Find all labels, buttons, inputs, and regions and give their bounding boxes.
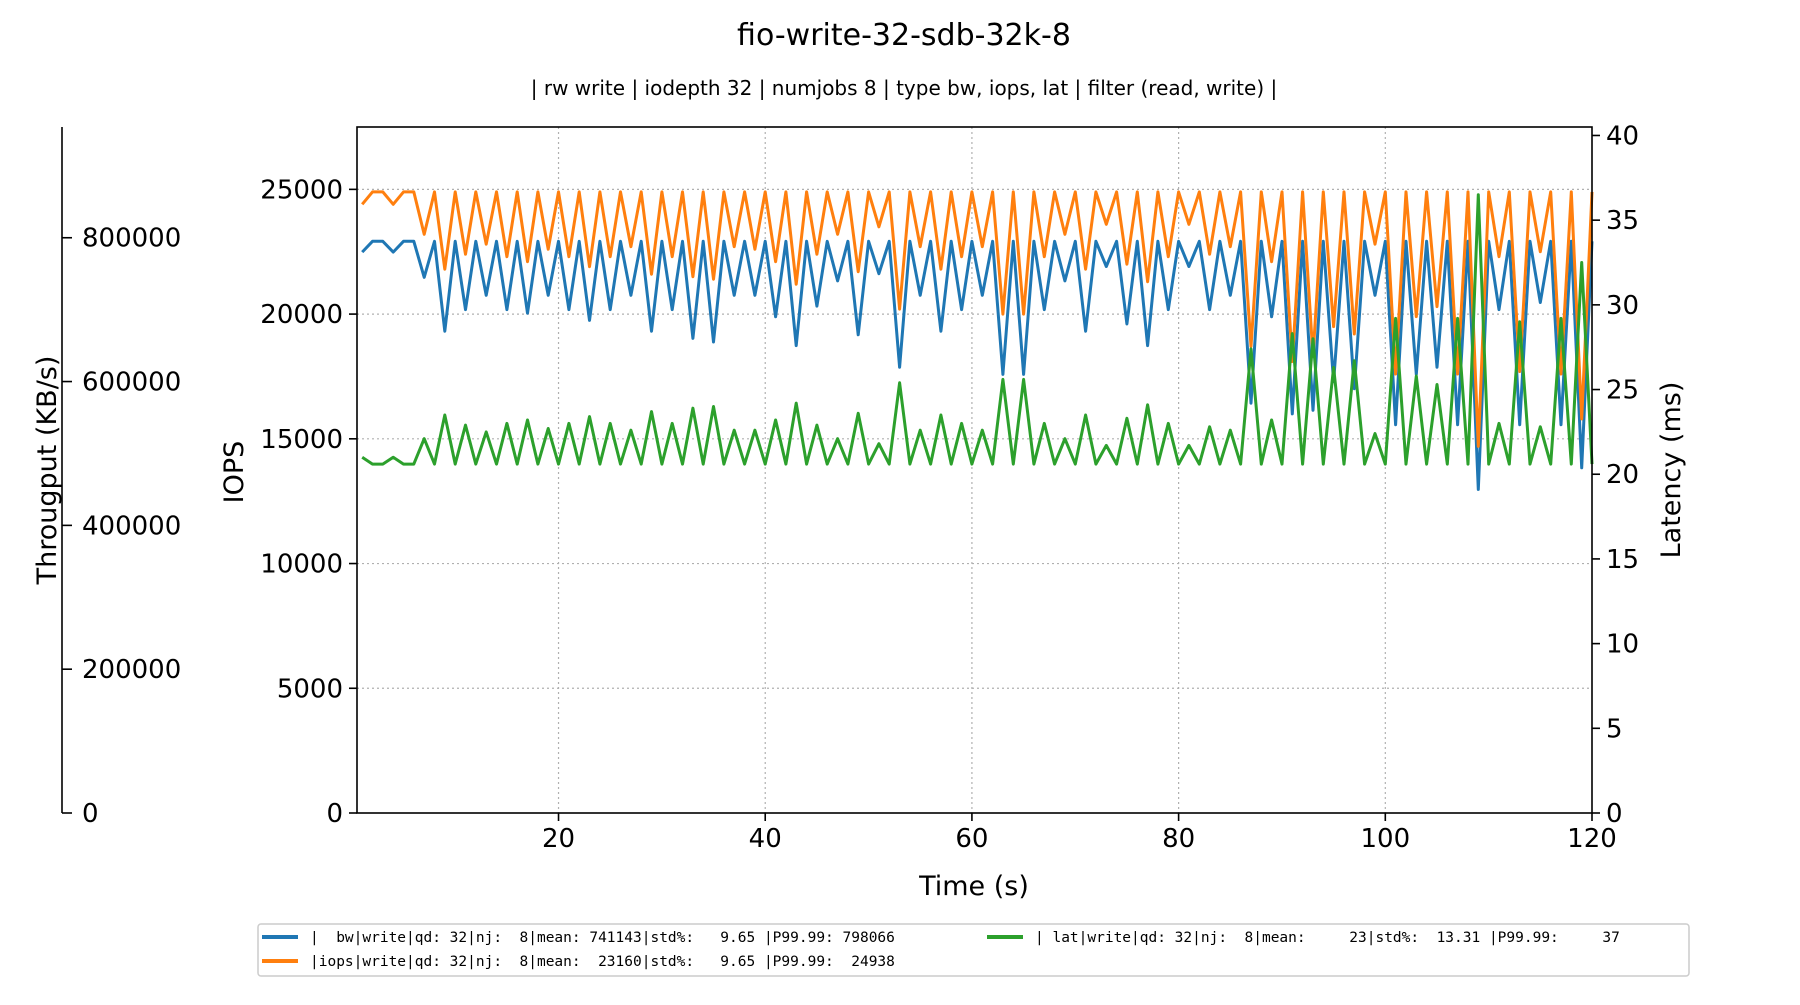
series-line-lat — [361, 193, 1594, 466]
iops-tick-label: 20000 — [260, 300, 343, 330]
latency-tick-label: 40 — [1606, 121, 1639, 151]
grid-lines — [357, 127, 1592, 813]
latency-tick-label: 20 — [1606, 460, 1639, 490]
x-tick-label: 120 — [1567, 824, 1617, 854]
latency-tick-label: 0 — [1606, 799, 1623, 829]
latency-tick-label: 35 — [1606, 206, 1639, 236]
latency-tick-label: 10 — [1606, 630, 1639, 660]
x-tick-label: 80 — [1162, 824, 1195, 854]
iops-tick-label: 10000 — [260, 550, 343, 580]
series-line-iops — [361, 190, 1594, 448]
legend: | bw|write|qd: 32|nj: 8|mean: 741143|std… — [257, 923, 1690, 977]
iops-tick-label: 25000 — [260, 175, 343, 205]
throughput-tick-label: 200000 — [82, 655, 181, 685]
iops-tick-label: 15000 — [260, 425, 343, 455]
iops-tick-label: 5000 — [277, 674, 343, 704]
throughput-tick-label: 800000 — [82, 224, 181, 254]
latency-tick-label: 25 — [1606, 376, 1639, 406]
legend-label-iops: |iops|write|qd: 32|nj: 8|mean: 23160|std… — [310, 954, 895, 970]
chart-title: fio-write-32-sdb-32k-8 — [737, 18, 1071, 53]
x-tick-label: 40 — [749, 824, 782, 854]
iops-tick-label: 0 — [326, 799, 343, 829]
latency-tick-label: 5 — [1606, 714, 1623, 744]
series-line-bw — [361, 239, 1594, 491]
legend-entry-iops: |iops|write|qd: 32|nj: 8|mean: 23160|std… — [262, 954, 895, 970]
series-lines — [361, 190, 1594, 491]
latency-axis-label: Latency (ms) — [1656, 382, 1687, 559]
iops-axis-label: IOPS — [219, 441, 250, 504]
throughput-tick-label: 600000 — [82, 368, 181, 398]
axis-ticks: 20 40 60 80 100 12005000100001500020000250000… — [62, 121, 1639, 854]
x-tick-label: 20 — [542, 824, 575, 854]
x-axis-label: Time (s) — [918, 871, 1029, 902]
x-tick-label: 60 — [955, 824, 988, 854]
x-tick-label: 100 — [1360, 824, 1410, 854]
throughput-tick-label: 0 — [82, 799, 99, 829]
latency-tick-label: 15 — [1606, 545, 1639, 575]
legend-frame — [257, 923, 1690, 977]
latency-tick-label: 30 — [1606, 291, 1639, 321]
throughput-tick-label: 400000 — [82, 511, 181, 541]
legend-label-bw: | bw|write|qd: 32|nj: 8|mean: 741143|std… — [310, 930, 895, 946]
legend-label-lat: | lat|write|qd: 32|nj: 8|mean: 23|std%: … — [1035, 930, 1620, 946]
plot-frame — [356, 126, 1593, 814]
chart-subtitle: | rw write | iodepth 32 | numjobs 8 | ty… — [531, 76, 1277, 100]
legend-entry-lat: | lat|write|qd: 32|nj: 8|mean: 23|std%: … — [987, 930, 1620, 946]
throughput-axis-label: Througput (KB/s) — [32, 356, 63, 586]
legend-entry-bw: | bw|write|qd: 32|nj: 8|mean: 741143|std… — [262, 930, 895, 946]
